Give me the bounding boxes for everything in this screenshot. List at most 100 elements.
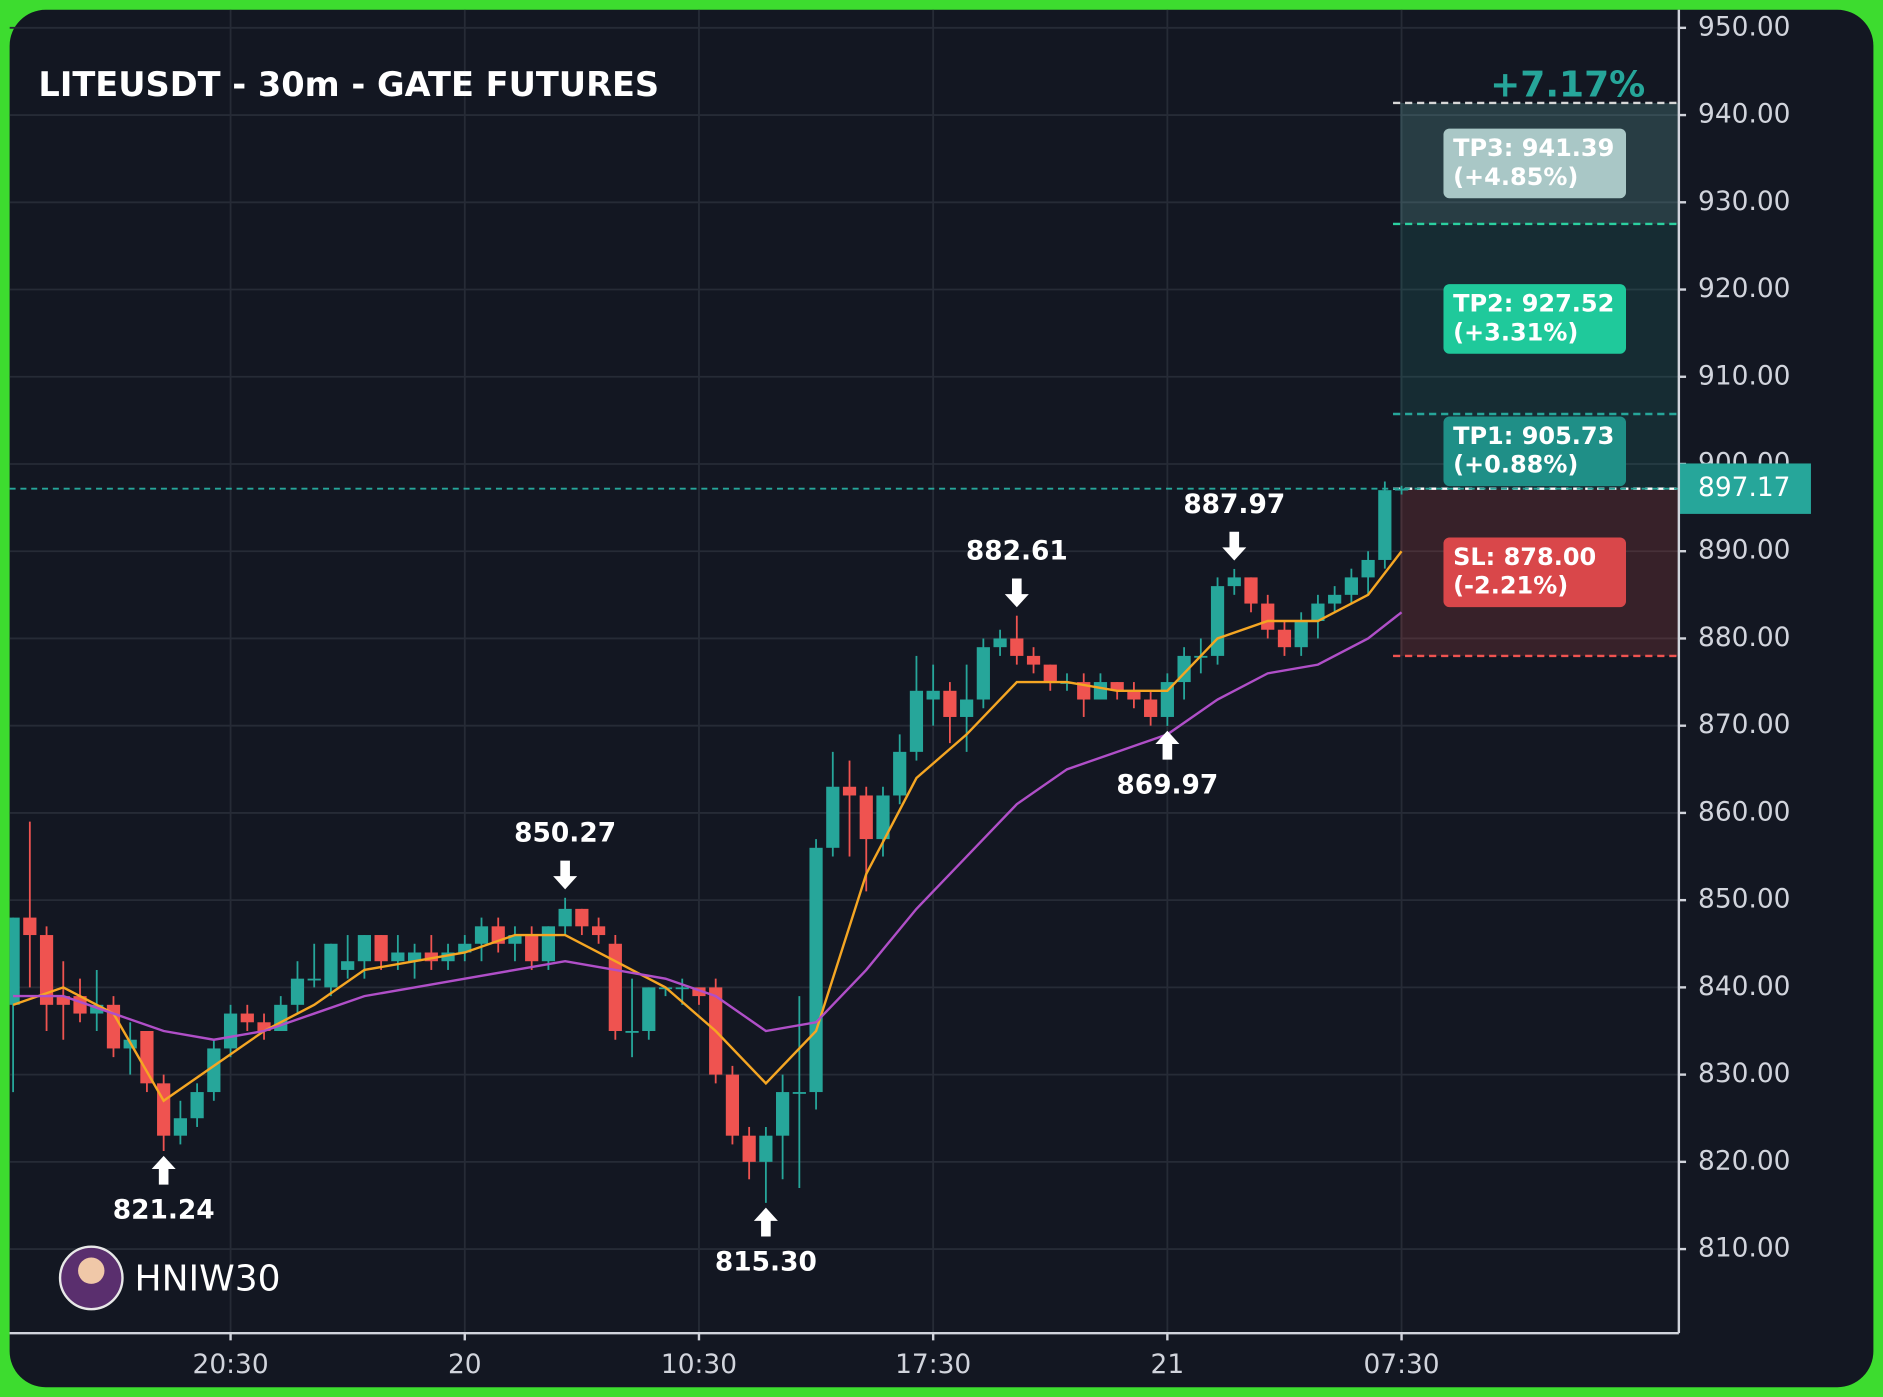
annotation: 850.27	[514, 818, 616, 890]
annotation: 887.97	[1183, 489, 1285, 561]
level-note: (+3.31%)	[1453, 318, 1578, 346]
level-label: TP3: 941.39	[1453, 134, 1614, 162]
candle-body	[642, 987, 656, 1032]
level-label: TP1: 905.73	[1453, 422, 1614, 450]
candle-body	[1344, 577, 1358, 595]
y-tick-label: 930.00	[1698, 186, 1790, 217]
arrow-down	[1222, 531, 1247, 561]
candle-body	[1378, 490, 1392, 560]
candle-body	[625, 1031, 639, 1033]
candle-body	[324, 943, 338, 988]
candle-body	[1144, 699, 1158, 717]
arrow-up	[753, 1207, 778, 1237]
candle-body	[508, 935, 522, 944]
annotation-label: 869.97	[1116, 769, 1218, 800]
candle-body	[1311, 603, 1325, 622]
candle-body	[759, 1135, 773, 1162]
candle-body	[826, 786, 840, 848]
candle-body	[39, 935, 54, 1005]
candle-body	[207, 1048, 221, 1093]
candle-body	[140, 1031, 154, 1084]
candle-body	[960, 699, 974, 717]
y-tick-label: 880.00	[1698, 622, 1790, 653]
candle-body	[1261, 603, 1275, 630]
candle-body	[9, 917, 20, 1005]
ma-line	[12, 550, 1403, 1103]
annotation-label: 882.61	[966, 536, 1068, 567]
x-tick-label: 07:30	[1364, 1349, 1440, 1380]
ma-line	[13, 611, 1403, 1041]
level-label: TP2: 927.52	[1453, 290, 1614, 318]
candle-body	[1010, 638, 1024, 656]
candle-body	[1110, 682, 1124, 691]
candle-body	[943, 690, 957, 717]
candle-body	[893, 751, 907, 796]
level-label: SL: 878.00	[1453, 543, 1596, 571]
candle-body	[357, 935, 372, 962]
candle-body	[675, 987, 689, 990]
level-box	[1443, 416, 1627, 487]
y-tick-label: 810.00	[1698, 1233, 1790, 1264]
candle-body	[742, 1135, 756, 1162]
candle-body	[474, 926, 489, 944]
candle-body	[56, 996, 70, 1005]
y-tick-label: 820.00	[1698, 1145, 1790, 1176]
gain-label: +7.17%	[1490, 65, 1645, 106]
candle-body	[525, 935, 539, 962]
candle-body	[90, 1004, 104, 1014]
candle-body	[341, 961, 355, 970]
candle-body	[23, 917, 37, 936]
candle-body	[575, 908, 589, 927]
candle-body	[1127, 690, 1141, 700]
zones: TP3: 941.39(+4.85%) TP2: 927.52(+3.31%) TP…	[1393, 101, 1679, 658]
annotation: 882.61	[966, 536, 1068, 608]
candle-body	[976, 647, 990, 700]
x-tick-label: 21	[1151, 1349, 1185, 1380]
candle-body	[1227, 577, 1241, 587]
candle-body	[859, 795, 873, 840]
candle-body	[692, 987, 706, 997]
plot	[9, 481, 1679, 1203]
level-note: (+0.88%)	[1453, 451, 1578, 479]
price-tag	[1678, 463, 1811, 514]
candle-body	[591, 926, 606, 936]
chart-title: LITEUSDT - 30m - GATE FUTURES	[38, 65, 659, 104]
x-tick-label: 20:30	[193, 1349, 269, 1380]
avatar-face	[78, 1257, 105, 1284]
candle-body	[240, 1013, 254, 1023]
level-box	[1443, 284, 1627, 354]
annotation-label: 815.30	[715, 1246, 817, 1277]
arrow-up	[151, 1155, 176, 1185]
price-tag-label: 897.17	[1698, 472, 1790, 503]
candle-body	[842, 786, 857, 796]
annotation-label: 850.27	[514, 818, 616, 849]
candle-body	[290, 978, 305, 1005]
arrow-up	[1155, 730, 1180, 760]
candle-body	[374, 935, 388, 962]
y-tick-label: 940.00	[1698, 99, 1790, 130]
x-tick-label: 10:30	[661, 1349, 737, 1380]
candle-body	[1093, 682, 1108, 700]
candle-body	[391, 952, 405, 962]
y-tick-label: 910.00	[1698, 360, 1790, 391]
candle-body	[876, 795, 890, 840]
arrow-down	[1004, 578, 1029, 608]
candle-body	[1361, 559, 1375, 578]
candle-body	[993, 638, 1007, 648]
annotation-label: 887.97	[1183, 489, 1285, 520]
candle-body	[223, 1013, 238, 1049]
candle-body	[1244, 577, 1258, 604]
panel	[9, 9, 1874, 1388]
candle-body	[558, 908, 572, 927]
arrow-down	[553, 860, 578, 890]
y-tick-label: 920.00	[1698, 273, 1790, 304]
y-tick-label: 830.00	[1698, 1058, 1790, 1089]
level-box	[1443, 537, 1627, 608]
candle-body	[776, 1092, 790, 1136]
overlay: 950.00940.00930.00920.00910.00900.00890.…	[113, 11, 1811, 1380]
candle-body	[1043, 664, 1057, 683]
annotation: 869.97	[1116, 730, 1218, 800]
y-tick-label: 860.00	[1698, 796, 1790, 827]
candle-body	[608, 943, 622, 1032]
x-tick-label: 20	[448, 1349, 482, 1380]
